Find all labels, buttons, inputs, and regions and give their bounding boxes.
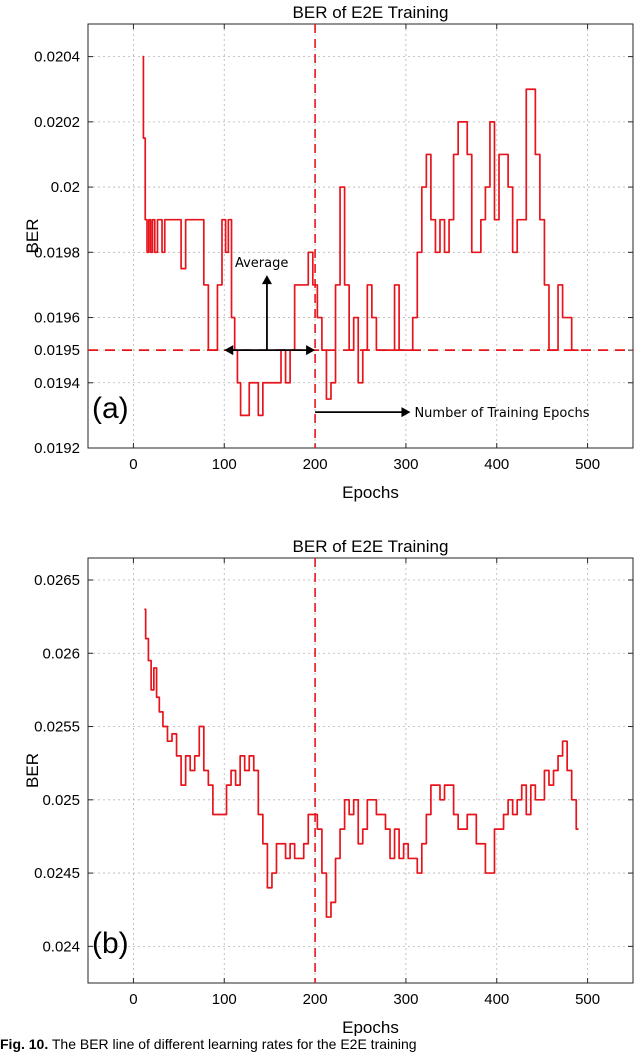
arrowhead-up-icon	[261, 275, 272, 285]
y-tick-label: 0.0198	[34, 244, 80, 261]
x-tick-label: 0	[129, 991, 137, 1008]
x-tick-label: 500	[575, 456, 600, 473]
y-tick-label: 0.0195	[34, 342, 80, 359]
chart-title: BER of E2E Training	[293, 537, 449, 556]
panel-label: (b)	[92, 927, 129, 960]
arrowhead-right-icon	[306, 345, 316, 356]
x-tick-label: 300	[393, 991, 418, 1008]
y-axis-label: BER	[23, 219, 42, 254]
chart-title: BER of E2E Training	[293, 3, 449, 22]
series-line	[142, 55, 579, 417]
series-line	[144, 608, 579, 918]
y-tick-label: 0.0204	[34, 49, 80, 66]
arrowhead-left-icon	[224, 345, 234, 356]
panel-label: (a)	[92, 392, 129, 425]
caption-label: Fig. 10.	[0, 1036, 49, 1052]
y-tick-label: 0.0194	[34, 375, 80, 392]
x-tick-label: 300	[393, 456, 418, 473]
caption-text: The BER line of different learning rates…	[48, 1036, 417, 1052]
y-axis-label: BER	[23, 753, 42, 788]
x-tick-label: 400	[484, 991, 509, 1008]
x-tick-label: 100	[212, 991, 237, 1008]
y-tick-label: 0.0245	[34, 865, 80, 882]
chart-panel-b: 0 100 200 300 400 500 0.024 0.0245 0.025 0.0255 0.…	[23, 537, 634, 1037]
y-tick-label: 0.0255	[34, 719, 80, 736]
x-axis-label: Epochs	[342, 1018, 399, 1036]
x-tick-label: 500	[575, 991, 600, 1008]
y-tick-label: 0.0202	[34, 114, 80, 131]
annotation-training-epochs: Number of Training Epochs	[414, 406, 589, 421]
y-tick-label: 0.02	[51, 179, 80, 196]
y-tick-label: 0.0196	[34, 310, 80, 327]
plot-frame	[87, 557, 634, 984]
arrowhead-right-icon	[401, 407, 411, 418]
x-tick-label: 400	[484, 456, 509, 473]
annotation-average: Average	[235, 256, 288, 271]
x-tick-label: 200	[303, 456, 328, 473]
x-tick-label: 200	[303, 991, 328, 1008]
plot-frame	[87, 23, 634, 449]
x-tick-label: 100	[212, 456, 237, 473]
y-tick-label: 0.024	[42, 938, 80, 955]
x-axis-label: Epochs	[342, 483, 399, 502]
figure-caption: Fig. 10. The BER line of different learn…	[0, 1036, 640, 1056]
y-tick-label: 0.0192	[34, 440, 80, 457]
chart-panel-a: 0 100 200 300 400 500 0.0192 0.0194 0.0195 0.0196…	[23, 3, 634, 502]
y-tick-label: 0.0265	[34, 572, 80, 589]
x-tick-label: 0	[129, 456, 137, 473]
y-tick-label: 0.025	[42, 792, 80, 809]
y-tick-label: 0.026	[42, 645, 80, 662]
